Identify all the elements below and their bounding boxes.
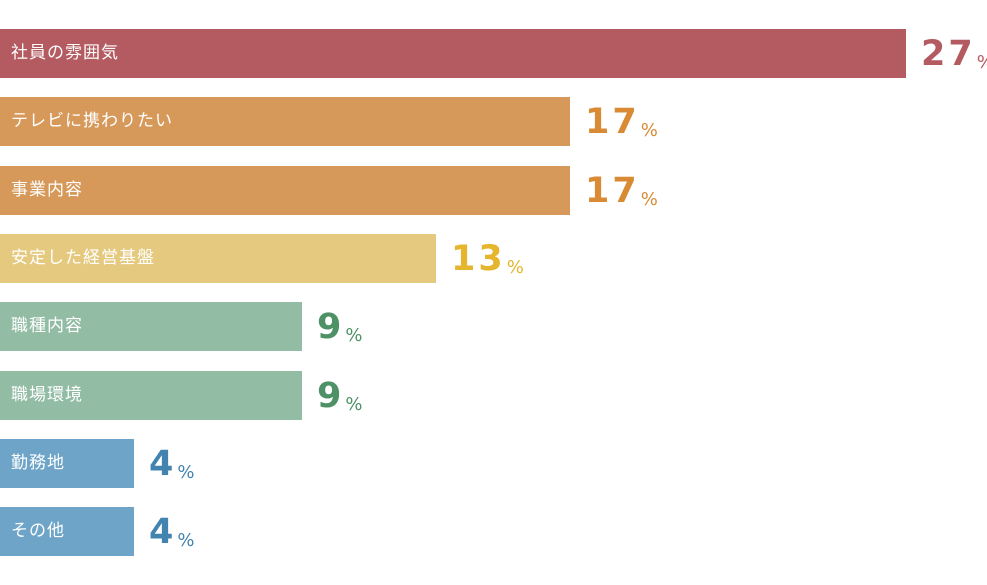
data-label: 4%: [149, 507, 194, 556]
data-label-value: 17: [585, 102, 640, 142]
bar: 社員の雰囲気: [0, 29, 906, 78]
bar-label: テレビに携わりたい: [11, 111, 173, 131]
bar-label: 社員の雰囲気: [11, 43, 119, 63]
bar-label: 勤務地: [11, 453, 65, 473]
data-label-value: 4: [149, 444, 177, 484]
bar: 職種内容: [0, 302, 302, 351]
bar-label: 事業内容: [11, 180, 83, 200]
data-label: 4%: [149, 439, 194, 488]
bar: 事業内容: [0, 166, 570, 215]
bar: 職場環境: [0, 371, 302, 420]
data-label-value: 4: [149, 512, 177, 552]
data-label-value: 9: [317, 376, 345, 416]
data-label-unit: %: [506, 257, 524, 278]
data-label: 27%: [921, 29, 987, 78]
data-label-value: 9: [317, 307, 345, 347]
bar: テレビに携わりたい: [0, 97, 570, 146]
data-label-unit: %: [177, 530, 195, 551]
data-label: 9%: [317, 371, 362, 420]
data-label-unit: %: [177, 462, 195, 483]
data-label-value: 13: [451, 239, 506, 279]
bar: 勤務地: [0, 439, 134, 488]
bar-label: 職場環境: [11, 385, 83, 405]
data-label: 17%: [585, 166, 658, 215]
data-label-unit: %: [640, 120, 658, 141]
bar-label: 職種内容: [11, 316, 83, 336]
data-label: 13%: [451, 234, 524, 283]
data-label-unit: %: [345, 325, 363, 346]
bar: 安定した経営基盤: [0, 234, 436, 283]
bar: その他: [0, 507, 134, 556]
data-label-value: 17: [585, 171, 640, 211]
data-label-unit: %: [345, 394, 363, 415]
data-label: 9%: [317, 302, 362, 351]
data-label-unit: %: [977, 52, 987, 73]
data-label-value: 27: [921, 34, 976, 74]
bar-label: その他: [11, 521, 65, 541]
data-label: 17%: [585, 97, 658, 146]
bar-label: 安定した経営基盤: [11, 248, 155, 268]
data-label-unit: %: [640, 189, 658, 210]
